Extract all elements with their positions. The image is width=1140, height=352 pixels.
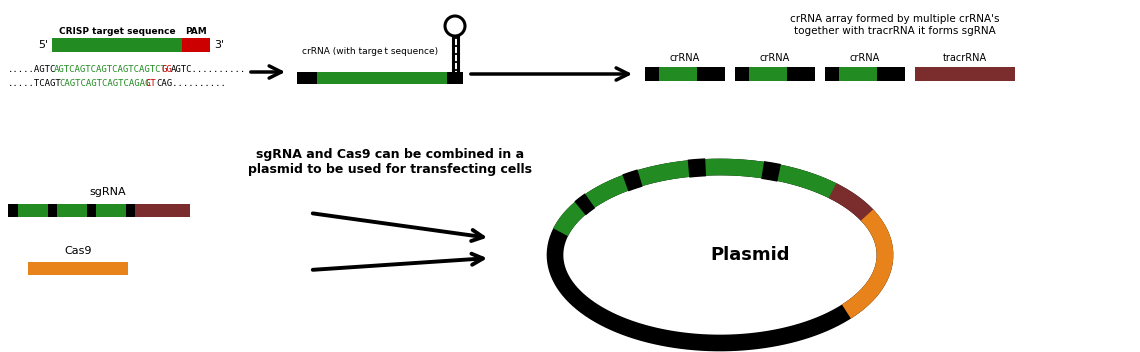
Text: Plasmid: Plasmid <box>710 246 790 264</box>
Text: 5': 5' <box>38 40 48 50</box>
Bar <box>28 262 128 275</box>
Text: GG: GG <box>161 65 172 75</box>
Bar <box>659 67 697 81</box>
Text: .....AGTC: .....AGTC <box>8 65 56 75</box>
Text: CRISP target sequence: CRISP target sequence <box>58 27 176 36</box>
Bar <box>317 72 447 84</box>
Bar <box>87 203 96 216</box>
Bar <box>697 67 711 81</box>
Text: tracrRNA: tracrRNA <box>943 53 987 63</box>
Bar <box>447 72 463 84</box>
Text: .....TCAGT: .....TCAGT <box>8 80 62 88</box>
Bar <box>839 67 877 81</box>
Text: Cas9: Cas9 <box>64 246 91 256</box>
Bar <box>52 38 182 52</box>
Bar <box>182 38 210 52</box>
Bar <box>711 67 725 81</box>
Text: sgRNA and Cas9 can be combined in a
plasmid to be used for transfecting cells: sgRNA and Cas9 can be combined in a plas… <box>249 148 532 176</box>
Bar <box>915 67 1015 81</box>
Bar <box>877 67 891 81</box>
Text: AGTC..........: AGTC.......... <box>171 65 246 75</box>
Text: CAGTCAGTCAGTCAGAG: CAGTCAGTCAGTCAGAG <box>59 80 150 88</box>
Bar <box>645 67 659 81</box>
Bar <box>135 203 190 216</box>
Text: CAG..........: CAG.......... <box>156 80 226 88</box>
Bar <box>57 203 87 216</box>
Bar <box>801 67 815 81</box>
Bar <box>735 67 749 81</box>
Text: PAM: PAM <box>185 27 206 36</box>
Bar <box>749 67 787 81</box>
Bar <box>891 67 905 81</box>
Bar <box>127 203 135 216</box>
Text: sgRNA: sgRNA <box>90 187 127 197</box>
Text: AGTCAGTCAGTCAGTCAGTCT: AGTCAGTCAGTCAGTCAGTCT <box>54 65 166 75</box>
Text: crRNA: crRNA <box>850 53 880 63</box>
Bar <box>18 203 48 216</box>
Bar <box>48 203 57 216</box>
Text: 3': 3' <box>214 40 225 50</box>
Bar <box>8 203 18 216</box>
Bar <box>298 72 317 84</box>
Text: crRNA array formed by multiple crRNA's
together with tracrRNA it forms sgRNA: crRNA array formed by multiple crRNA's t… <box>790 14 1000 36</box>
Bar <box>825 67 839 81</box>
Bar <box>787 67 801 81</box>
Text: CT: CT <box>146 80 156 88</box>
Bar <box>96 203 127 216</box>
Text: crRNA: crRNA <box>670 53 700 63</box>
Text: crRNA (with targe t sequence): crRNA (with targe t sequence) <box>302 48 438 57</box>
Text: crRNA: crRNA <box>760 53 790 63</box>
